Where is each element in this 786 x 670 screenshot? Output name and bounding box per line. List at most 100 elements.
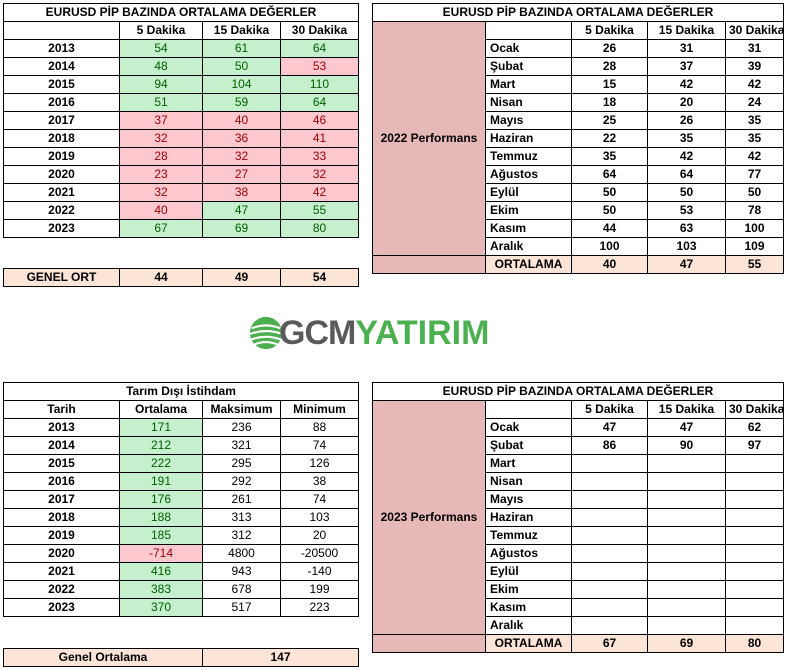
value-cell: 59 xyxy=(202,93,281,112)
average-cell: 212 xyxy=(119,436,203,455)
footer-label: ORTALAMA xyxy=(485,634,572,653)
table-row: Ekim 50 53 78 xyxy=(373,201,785,220)
table-title: EURUSD PİP BAZINDA ORTALAMA DEĞERLER xyxy=(371,382,785,401)
footer-label: Genel Ortalama xyxy=(3,648,203,667)
value-cell: 23 xyxy=(119,165,203,184)
footer-row: Genel Ortalama 147 xyxy=(3,648,359,667)
maximum-cell: 312 xyxy=(202,526,281,545)
value-cell: 44 xyxy=(571,219,648,238)
month-cell: Aralık xyxy=(485,616,572,635)
value-cell xyxy=(571,580,648,599)
average-cell: 171 xyxy=(119,418,203,437)
month-cell: Mart xyxy=(485,75,572,94)
value-cell: 35 xyxy=(724,129,785,148)
value-cell xyxy=(571,562,648,581)
footer-value: 147 xyxy=(202,648,359,667)
average-cell: 222 xyxy=(119,454,203,473)
value-cell: 77 xyxy=(724,165,785,184)
maximum-cell: 313 xyxy=(202,508,281,527)
average-cell: 188 xyxy=(119,508,203,527)
column-header: 15 Dakika xyxy=(647,400,726,419)
average-cell: 176 xyxy=(119,490,203,509)
value-cell: 90 xyxy=(647,436,726,455)
table-row: Nisan 18 20 24 xyxy=(373,93,785,112)
column-header: 5 Dakika xyxy=(571,21,648,40)
year-cell: 2014 xyxy=(3,57,120,76)
blank-header xyxy=(486,22,572,40)
performance-2022-table: EURUSD PİP BAZINDA ORTALAMA DEĞERLER 2022… xyxy=(371,3,785,274)
value-cell: 37 xyxy=(119,111,203,130)
table-row: Aralık 100 103 109 xyxy=(373,237,785,256)
year-cell: 2013 xyxy=(3,418,120,437)
value-cell: 110 xyxy=(280,75,359,94)
value-cell: 36 xyxy=(202,129,281,148)
year-cell: 2015 xyxy=(3,75,120,94)
value-cell: 51 xyxy=(119,93,203,112)
value-cell xyxy=(724,508,785,527)
column-header: 5 Dakika xyxy=(571,400,648,419)
month-cell: Nisan xyxy=(485,93,572,112)
year-cell: 2018 xyxy=(3,508,120,527)
value-cell: 32 xyxy=(202,147,281,166)
value-cell: 50 xyxy=(202,57,281,76)
average-cell: -714 xyxy=(119,544,203,563)
footer-value: 67 xyxy=(571,634,648,653)
year-cell: 2020 xyxy=(3,544,120,563)
year-cell: 2016 xyxy=(3,472,120,491)
nonfarm-payroll-footer: Genel Ortalama 147 xyxy=(3,648,359,667)
minimum-cell: 38 xyxy=(280,472,359,491)
footer-label: GENEL ORT xyxy=(3,268,120,287)
table-row: 2020 -714 4800 -20500 xyxy=(3,544,359,563)
table-row: 2021 32 38 42 xyxy=(3,183,359,202)
value-cell xyxy=(647,616,726,635)
year-cell: 2018 xyxy=(3,129,120,148)
value-cell: 64 xyxy=(280,39,359,58)
table-row: Mart 15 42 42 xyxy=(373,75,785,94)
value-cell xyxy=(647,508,726,527)
value-cell: 86 xyxy=(571,436,648,455)
value-cell: 32 xyxy=(119,129,203,148)
footer-value: 47 xyxy=(647,255,726,274)
average-cell: 416 xyxy=(119,562,203,581)
value-cell: 20 xyxy=(647,93,726,112)
table-row: 2018 188 313 103 xyxy=(3,508,359,527)
value-cell: 78 xyxy=(724,201,785,220)
value-cell: 100 xyxy=(724,219,785,238)
month-cell: Temmuz xyxy=(485,526,572,545)
column-header: 5 Dakika xyxy=(119,21,203,40)
table-row: 2015 94 104 110 xyxy=(3,75,359,94)
value-cell: 64 xyxy=(571,165,648,184)
value-cell: 28 xyxy=(571,57,648,76)
maximum-cell: 292 xyxy=(202,472,281,491)
table-row: 2022 383 678 199 xyxy=(3,580,359,599)
value-cell: 50 xyxy=(571,201,648,220)
value-cell: 50 xyxy=(647,183,726,202)
column-header: Maksimum xyxy=(202,400,281,419)
title-row: EURUSD PİP BAZINDA ORTALAMA DEĞERLER xyxy=(371,382,785,401)
month-cell: Temmuz xyxy=(485,147,572,166)
month-cell: Kasım xyxy=(485,598,572,617)
table-row: Aralık xyxy=(373,616,785,635)
table-title: Tarım Dışı İstihdam xyxy=(3,382,359,401)
minimum-cell: -140 xyxy=(280,562,359,581)
year-cell: 2017 xyxy=(3,111,120,130)
value-cell: 63 xyxy=(647,219,726,238)
value-cell xyxy=(724,616,785,635)
value-cell: 61 xyxy=(202,39,281,58)
footer-label: ORTALAMA xyxy=(485,255,572,274)
value-cell: 35 xyxy=(571,147,648,166)
value-cell xyxy=(647,472,726,491)
month-cell: Aralık xyxy=(485,237,572,256)
year-cell: 2014 xyxy=(3,436,120,455)
year-cell: 2015 xyxy=(3,454,120,473)
value-cell: 25 xyxy=(571,111,648,130)
minimum-cell: 20 xyxy=(280,526,359,545)
nonfarm-payroll-table: Tarım Dışı İstihdam Tarih Ortalama Maksimum… xyxy=(3,382,359,617)
footer-value: 40 xyxy=(571,255,648,274)
value-cell: 15 xyxy=(571,75,648,94)
maximum-cell: 517 xyxy=(202,598,281,617)
value-cell: 42 xyxy=(647,75,726,94)
table-row: Haziran 22 35 35 xyxy=(373,129,785,148)
column-header: Minimum xyxy=(280,400,359,419)
year-cell: 2019 xyxy=(3,526,120,545)
